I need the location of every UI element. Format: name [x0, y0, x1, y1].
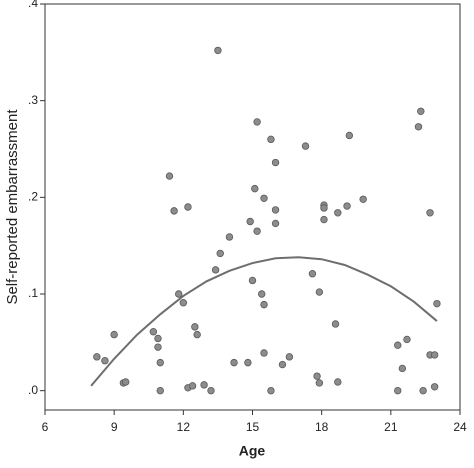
- data-point: [359, 195, 367, 203]
- data-point: [331, 320, 340, 328]
- data-point: [417, 107, 425, 115]
- data-point: [248, 276, 257, 285]
- data-point: [271, 206, 280, 214]
- data-point: [345, 131, 354, 140]
- data-point: [216, 249, 224, 258]
- y-tick-label: .3: [28, 93, 38, 107]
- data-point: [278, 360, 287, 369]
- data-point: [110, 330, 118, 339]
- data-point: [320, 215, 328, 224]
- data-point: [271, 158, 280, 167]
- data-point: [271, 219, 280, 228]
- data-point: [170, 207, 178, 215]
- data-point: [188, 382, 197, 390]
- x-tick-label: 18: [315, 420, 329, 434]
- x-tick-label: 12: [177, 420, 191, 434]
- data-point: [121, 378, 130, 386]
- y-axis-title: Self-reported embarrassment: [4, 109, 21, 305]
- data-point: [191, 323, 199, 331]
- data-point: [251, 184, 259, 193]
- data-point: [308, 270, 317, 278]
- data-point: [315, 288, 324, 296]
- data-point: [101, 357, 109, 365]
- data-point: [175, 290, 183, 298]
- y-tick-label: .1: [28, 286, 38, 300]
- data-point: [426, 209, 434, 217]
- data-point: [315, 379, 324, 387]
- y-tick-label: .2: [28, 190, 38, 204]
- data-point: [430, 383, 439, 391]
- x-tick-label: 24: [453, 420, 467, 434]
- y-tick-label: .4: [28, 0, 38, 10]
- x-tick-label: 21: [384, 420, 398, 434]
- data-point: [211, 266, 220, 274]
- data-point: [343, 202, 351, 210]
- data-point: [214, 46, 222, 55]
- data-point: [207, 386, 215, 395]
- y-tick-label: .0: [28, 383, 38, 397]
- data-point: [93, 353, 101, 361]
- data-point: [398, 364, 407, 373]
- fit-line: [90, 256, 438, 387]
- data-point: [253, 227, 261, 235]
- data-point: [225, 233, 234, 241]
- data-point: [156, 358, 164, 367]
- data-point: [267, 135, 275, 144]
- data-point: [419, 386, 427, 395]
- data-point: [260, 300, 268, 309]
- data-point: [267, 386, 275, 395]
- data-point: [179, 299, 188, 307]
- data-point: [403, 335, 411, 344]
- data-point: [154, 334, 162, 343]
- data-point: [193, 330, 201, 339]
- data-point: [253, 118, 261, 126]
- data-point: [200, 381, 208, 389]
- data-point: [260, 194, 268, 202]
- data-point: [313, 372, 321, 380]
- data-point: [394, 341, 402, 349]
- data-point: [149, 328, 158, 336]
- data-point: [414, 123, 423, 131]
- data-point: [154, 343, 162, 351]
- data-point: [156, 386, 164, 395]
- data-point: [334, 209, 342, 217]
- data-point: [230, 358, 238, 367]
- x-axis-title: Age: [239, 443, 266, 459]
- data-point: [433, 299, 441, 308]
- data-point: [394, 386, 402, 395]
- x-tick-label: 6: [42, 420, 49, 434]
- data-point: [165, 172, 174, 180]
- plot-frame: [44, 3, 461, 411]
- data-point: [285, 353, 294, 361]
- data-point: [301, 142, 310, 150]
- data-point: [244, 358, 252, 367]
- data-point: [260, 349, 268, 357]
- data-point: [258, 290, 266, 298]
- x-tick-label: 9: [111, 420, 118, 434]
- x-tick-label: 15: [246, 420, 260, 434]
- data-point: [320, 204, 328, 212]
- data-point: [334, 378, 342, 386]
- data-point: [184, 203, 192, 211]
- data-point: [430, 351, 439, 359]
- data-point: [246, 217, 254, 226]
